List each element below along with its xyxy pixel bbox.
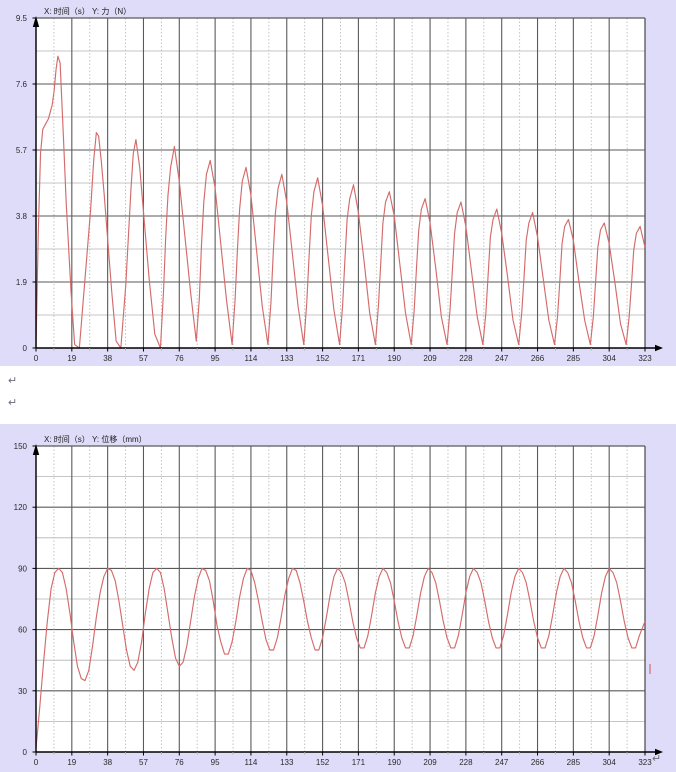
x-tick-label: 304 bbox=[602, 354, 616, 363]
x-tick-label: 190 bbox=[388, 354, 402, 363]
x-tick-label: 19 bbox=[67, 758, 76, 767]
x-tick-label: 133 bbox=[280, 354, 294, 363]
x-tick-label: 247 bbox=[495, 758, 509, 767]
x-tick-label: 285 bbox=[567, 354, 581, 363]
x-tick-label: 38 bbox=[103, 758, 112, 767]
y-tick-label: 30 bbox=[18, 687, 27, 696]
y-tick-label: 1.9 bbox=[16, 278, 28, 287]
x-tick-label: 152 bbox=[316, 354, 330, 363]
x-tick-label: 95 bbox=[211, 354, 220, 363]
x-tick-label: 247 bbox=[495, 354, 509, 363]
x-tick-label: 76 bbox=[175, 758, 184, 767]
y-tick-label: 5.7 bbox=[16, 146, 28, 155]
y-tick-label: 90 bbox=[18, 564, 27, 573]
x-tick-label: 228 bbox=[459, 758, 473, 767]
x-tick-label: 0 bbox=[34, 354, 39, 363]
y-tick-label: 120 bbox=[14, 503, 28, 512]
x-tick-label: 266 bbox=[531, 758, 545, 767]
x-tick-label: 171 bbox=[352, 354, 366, 363]
x-tick-label: 76 bbox=[175, 354, 184, 363]
x-tick-label: 0 bbox=[34, 758, 39, 767]
x-tick-label: 171 bbox=[352, 758, 366, 767]
paragraph-mark-1: ↵ bbox=[8, 375, 18, 387]
x-tick-label: 323 bbox=[638, 354, 652, 363]
y-tick-label: 9.5 bbox=[16, 14, 28, 23]
x-tick-label: 114 bbox=[245, 758, 258, 767]
x-tick-label: 114 bbox=[245, 354, 258, 363]
x-tick-label: 266 bbox=[531, 354, 545, 363]
x-tick-label: 95 bbox=[211, 758, 220, 767]
chart-axis-caption: X: 时间（s） Y: 力（N） bbox=[44, 6, 131, 16]
displacement-time-chart-svg: 0 19 38 57 76 95 114 133 152 171 190 209 228 247 266 28… bbox=[14, 434, 663, 767]
chart-axis-caption: X: 时间（s） Y: 位移（mm） bbox=[44, 434, 147, 444]
displacement-time-chart-panel: 0 19 38 57 76 95 114 133 152 171 190 209 228 247 266 28… bbox=[0, 424, 676, 772]
x-tick-label: 57 bbox=[139, 758, 148, 767]
x-tick-label: 209 bbox=[423, 758, 437, 767]
x-tick-label: 19 bbox=[67, 354, 76, 363]
paragraph-mark-3: ↵ bbox=[652, 753, 662, 765]
y-tick-label: 7.6 bbox=[16, 80, 28, 89]
x-tick-label: 133 bbox=[280, 758, 294, 767]
x-tick-label: 38 bbox=[103, 354, 112, 363]
x-tick-label: 190 bbox=[388, 758, 402, 767]
x-tick-label: 209 bbox=[423, 354, 437, 363]
y-tick-label: 3.8 bbox=[16, 212, 28, 221]
x-tick-label: 152 bbox=[316, 758, 330, 767]
x-tick-label: 304 bbox=[602, 758, 616, 767]
force-time-chart-panel: 0 19 38 57 76 95 114 133 152 171 190 209 228 247 266 28… bbox=[0, 0, 676, 366]
x-tick-label: 285 bbox=[567, 758, 581, 767]
force-time-chart-svg: 0 19 38 57 76 95 114 133 152 171 190 209 228 247 266 28… bbox=[16, 6, 663, 363]
y-tick-label: 0 bbox=[23, 344, 28, 353]
paragraph-mark-2: ↵ bbox=[8, 397, 18, 409]
y-tick-label: 150 bbox=[14, 442, 28, 451]
x-tick-label: 57 bbox=[139, 354, 148, 363]
x-tick-label: 228 bbox=[459, 354, 473, 363]
x-tick-label: 323 bbox=[638, 758, 652, 767]
y-tick-label: 60 bbox=[18, 626, 27, 635]
y-tick-label: 0 bbox=[23, 748, 28, 757]
